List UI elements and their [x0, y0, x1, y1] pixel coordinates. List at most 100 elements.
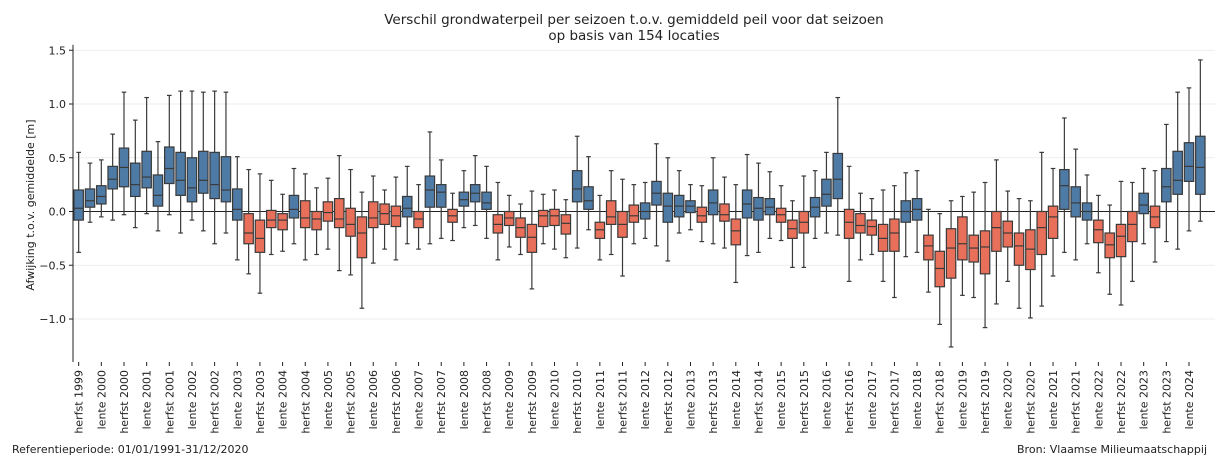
- box-season: [798, 175, 810, 268]
- box-season: [1172, 91, 1183, 250]
- box-iqr: [220, 156, 232, 203]
- box-iqr: [254, 219, 266, 253]
- box-iqr: [662, 192, 674, 223]
- box-iqr: [730, 218, 742, 246]
- x-tick-label: herfst 2007: [435, 370, 448, 434]
- box-season: [322, 177, 334, 250]
- box-season: [1183, 87, 1195, 232]
- x-tick-label: herfst 2010: [571, 370, 584, 434]
- x-tick-label: herfst 2019: [979, 370, 992, 434]
- box-iqr: [107, 165, 118, 190]
- x-tick-label: lente 2019: [956, 370, 969, 429]
- box-season: [265, 179, 277, 256]
- box-season: [390, 176, 402, 261]
- box-iqr: [696, 206, 708, 223]
- box-season: [730, 184, 742, 284]
- box-season: [571, 135, 583, 249]
- x-tick-label: lente 2017: [866, 370, 879, 429]
- y-axis-label: Afwijking t.o.v. gemiddelde [m]: [24, 119, 37, 290]
- x-tick-label: lente 2022: [1092, 370, 1105, 429]
- y-tick-label: −1.0: [39, 313, 66, 326]
- box-season: [220, 91, 232, 234]
- box-season: [719, 176, 730, 249]
- box-iqr: [1047, 205, 1059, 239]
- box-season: [741, 153, 753, 257]
- x-tick-label: lente 2018: [911, 370, 924, 429]
- box-season: [1161, 123, 1172, 243]
- box-season: [288, 167, 300, 245]
- x-tick-label: lente 2004: [277, 370, 290, 429]
- box-season: [1115, 180, 1127, 306]
- x-tick-label: herfst 2023: [1160, 370, 1173, 434]
- box-season: [560, 199, 572, 259]
- box-iqr: [311, 210, 322, 231]
- box-season: [367, 175, 379, 264]
- box-iqr: [277, 213, 288, 231]
- box-season: [1013, 198, 1025, 309]
- box-iqr: [571, 170, 583, 203]
- x-tick-label: herfst 2009: [526, 370, 539, 434]
- box-season: [481, 165, 492, 239]
- x-tick-label: herfst 2003: [254, 370, 267, 434]
- box-season: [424, 131, 436, 245]
- box-season: [345, 168, 356, 276]
- box-iqr: [923, 234, 934, 261]
- box-iqr: [186, 157, 198, 203]
- x-tick-label: herfst 2016: [843, 370, 856, 434]
- box-iqr: [84, 188, 96, 208]
- box-iqr: [526, 223, 538, 253]
- x-tick-label: herfst 2006: [390, 370, 403, 434]
- box-season: [549, 189, 560, 250]
- box-iqr: [96, 185, 107, 205]
- box-season: [469, 155, 481, 227]
- box-season: [1081, 174, 1093, 245]
- chart-title-line-1: Verschil grondwaterpeil per seizoen t.o.…: [384, 12, 884, 28]
- box-season: [866, 198, 878, 256]
- box-iqr: [821, 178, 832, 207]
- box-season: [787, 200, 798, 268]
- box-season: [311, 187, 322, 256]
- box-iqr: [197, 150, 209, 194]
- chart-title-line-2: op basis van 154 locaties: [548, 28, 719, 44]
- box-season: [583, 156, 594, 231]
- box-season: [753, 162, 764, 253]
- box-iqr: [401, 195, 413, 218]
- box-season: [1149, 170, 1161, 263]
- box-season: [594, 194, 606, 261]
- box-season: [832, 96, 844, 236]
- box-season: [696, 185, 708, 243]
- x-tick-label: lente 2000: [95, 370, 108, 429]
- box-iqr: [560, 214, 572, 235]
- x-tick-label: herfst 2002: [209, 370, 222, 434]
- box-season: [900, 172, 912, 258]
- box-iqr: [1195, 135, 1206, 195]
- box-iqr: [130, 162, 141, 198]
- y-tick-label: 0.5: [49, 152, 67, 165]
- box-iqr: [957, 216, 968, 261]
- box-iqr: [164, 146, 175, 185]
- box-season: [413, 184, 424, 250]
- box-season: [84, 162, 96, 223]
- box-season: [617, 178, 628, 277]
- x-tick-label: lente 2023: [1138, 370, 1151, 429]
- box-iqr: [889, 218, 900, 252]
- x-tick-label: lente 2009: [503, 370, 516, 429]
- box-season: [96, 159, 107, 218]
- y-tick-label: 1.0: [49, 98, 67, 111]
- x-tick-label: herfst 2017: [888, 370, 901, 434]
- box-iqr: [1093, 219, 1104, 244]
- box-iqr: [175, 151, 186, 196]
- box-season: [447, 192, 458, 242]
- box-season: [1036, 151, 1048, 307]
- x-tick-label: herfst 2020: [1024, 370, 1037, 434]
- box-iqr: [1059, 168, 1070, 210]
- box-iqr: [265, 209, 277, 229]
- box-season: [628, 184, 640, 245]
- x-tick-label: lente 2012: [639, 370, 652, 429]
- box-season: [401, 165, 413, 245]
- x-tick-label: herfst 2001: [163, 370, 176, 434]
- box-season: [299, 173, 311, 261]
- x-tick-label: lente 2002: [186, 370, 199, 429]
- x-tick-label: herfst 2004: [299, 370, 312, 434]
- box-season: [968, 191, 980, 299]
